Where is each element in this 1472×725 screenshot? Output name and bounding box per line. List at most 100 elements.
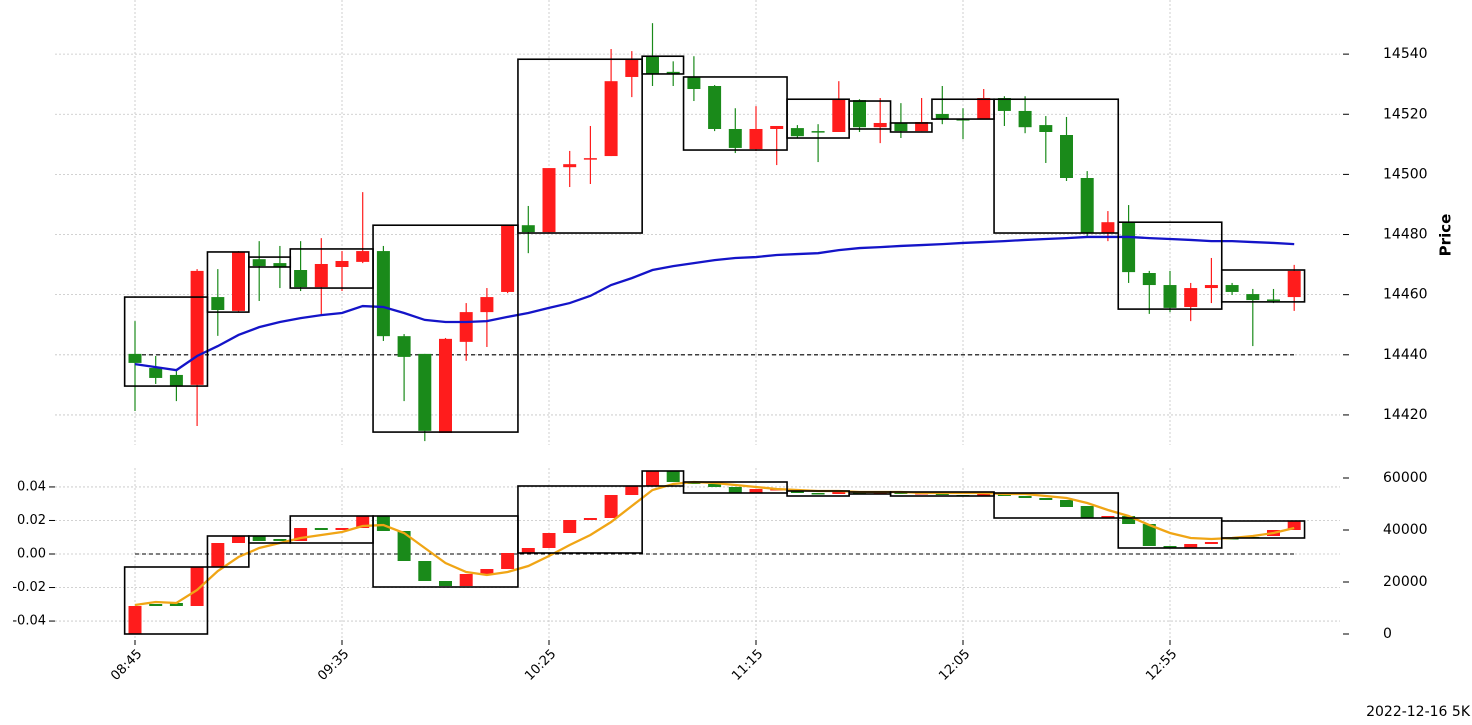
candle-body: [853, 100, 866, 128]
range-box: [993, 492, 1120, 519]
y-tick-label: -0.02: [12, 580, 46, 595]
x-tick-label: 11:15: [729, 647, 766, 684]
candle-body: [501, 225, 515, 292]
candle-body: [1163, 545, 1177, 548]
candle-body: [376, 515, 390, 532]
candle-body: [1101, 515, 1115, 519]
candle-body: [232, 251, 245, 311]
y-tick-label: 14480: [1383, 227, 1428, 243]
candle-body: [646, 471, 659, 486]
candle-body: [997, 98, 1011, 111]
y-tick-label: 0.02: [17, 513, 46, 528]
y-tick-label: 14540: [1383, 46, 1428, 62]
candle-body: [687, 76, 701, 89]
candle-body: [128, 605, 142, 634]
candle-body: [1018, 110, 1032, 128]
y-tick-label: 14500: [1383, 166, 1428, 182]
candle-body: [439, 338, 452, 433]
candle-body: [1018, 495, 1032, 498]
candle-body: [728, 487, 742, 493]
y-axis-label: Price: [1437, 214, 1455, 257]
candle-body: [169, 602, 183, 606]
candle-body: [273, 539, 287, 541]
y-tick-label: 20000: [1383, 574, 1428, 590]
candle-body: [625, 59, 639, 77]
candle-body: [873, 122, 887, 128]
candle-body: [128, 353, 142, 363]
range-box: [123, 296, 209, 387]
candle-body: [1039, 125, 1053, 132]
candle-body: [563, 164, 577, 168]
candle-body: [915, 122, 929, 132]
candle-body: [376, 251, 390, 337]
candle-body: [252, 259, 266, 267]
candle-body: [625, 485, 639, 495]
candle-body: [832, 490, 846, 494]
candle-body: [397, 531, 411, 561]
y-tick-label: 14420: [1383, 407, 1428, 423]
candle-body: [563, 519, 577, 533]
candle-body: [1287, 520, 1301, 530]
y-tick-label: 14460: [1383, 287, 1428, 303]
candle-body: [1287, 270, 1301, 298]
candle-body: [1080, 505, 1094, 519]
candle-body: [501, 552, 515, 569]
candle-body: [728, 128, 742, 148]
annotation: 2022-12-16 5K: [1366, 704, 1471, 720]
range-box: [206, 535, 250, 568]
candle-body: [335, 260, 349, 267]
candle-body: [770, 125, 784, 129]
candle-body: [273, 263, 287, 267]
candle-body: [1204, 285, 1218, 289]
candle-body: [604, 81, 618, 157]
candle-body: [459, 573, 473, 586]
candle-body: [832, 99, 846, 132]
range-box: [682, 481, 788, 494]
candle-body: [1080, 178, 1094, 234]
indicator-line: [134, 480, 1295, 607]
x-tick-label: 12:55: [1143, 647, 1180, 684]
candle-body: [666, 471, 680, 482]
candle-body: [190, 270, 204, 385]
y-tick-label: 40000: [1383, 522, 1428, 538]
candle-body: [1142, 523, 1156, 546]
candle-body: [708, 484, 722, 488]
candle-body: [583, 158, 597, 160]
range-box: [206, 251, 250, 313]
candle-body: [1267, 299, 1280, 301]
candle-body: [1246, 294, 1260, 301]
candle-body: [294, 270, 308, 288]
candle-body: [1122, 222, 1136, 273]
candle-body: [1225, 285, 1239, 292]
candle-body: [749, 128, 763, 150]
candle-body: [232, 536, 245, 543]
y-tick-label: 14440: [1383, 347, 1428, 363]
candle-body: [1142, 273, 1156, 286]
x-tick-label: 12:05: [936, 647, 973, 684]
candle-body: [190, 567, 204, 606]
range-box: [1117, 221, 1223, 310]
candle-body: [1101, 222, 1115, 234]
range-box: [372, 515, 519, 588]
y-tick-label: 0.00: [17, 547, 46, 562]
range-box: [1220, 269, 1306, 303]
candle-body: [480, 568, 494, 574]
candle-body: [356, 251, 370, 262]
candle-body: [1060, 500, 1073, 507]
candle-body: [542, 168, 556, 233]
candle-body: [708, 85, 722, 129]
candle-body: [894, 122, 908, 132]
range-box: [517, 485, 643, 554]
candle-body: [811, 492, 825, 495]
x-tick-label: 09:35: [315, 647, 352, 684]
candle-body: [149, 604, 163, 606]
range-box: [123, 566, 209, 635]
candle-body: [149, 368, 163, 378]
candle-body: [1184, 288, 1198, 307]
candle-body: [314, 263, 328, 288]
candle-body: [459, 312, 473, 342]
candle-body: [583, 518, 597, 520]
y-tick-label: 60000: [1383, 470, 1428, 486]
